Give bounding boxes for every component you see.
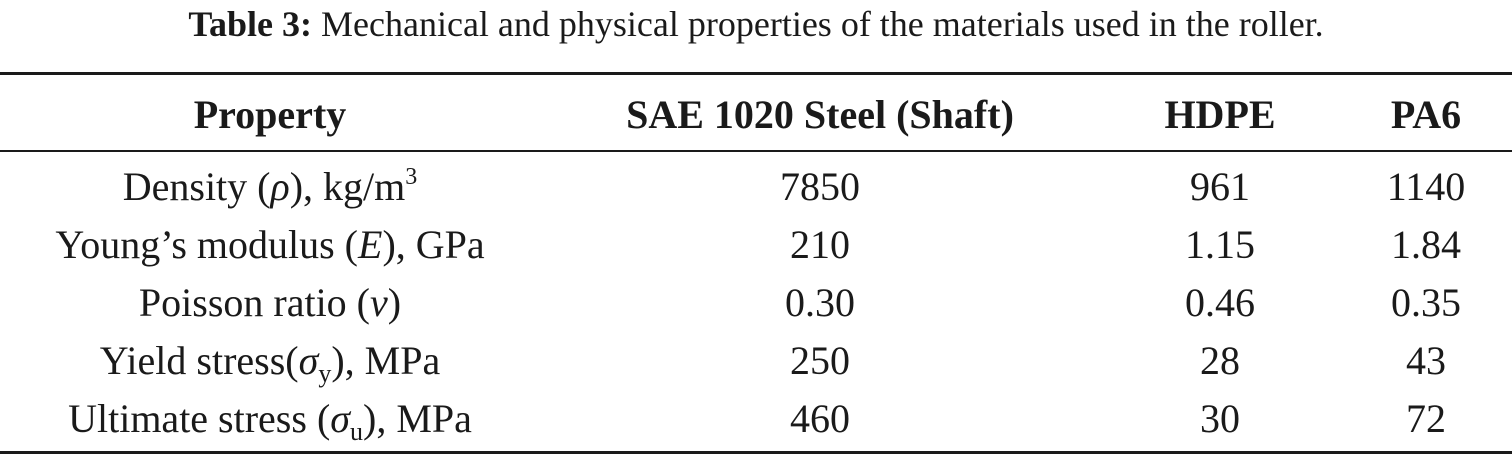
- property-density: Density (ρ), kg/m3: [122, 164, 418, 209]
- value-hdpe: 0.46: [1185, 280, 1255, 325]
- value-pa6: 1140: [1386, 164, 1466, 209]
- property-yield-stress: Yield stress(σy), MPa: [99, 338, 441, 388]
- table-caption: Table 3: Mechanical and physical propert…: [0, 0, 1512, 48]
- header-property: Property: [193, 92, 347, 137]
- value-hdpe: 28: [1200, 338, 1240, 383]
- value-steel: 250: [790, 338, 850, 383]
- value-pa6: 72: [1406, 396, 1446, 441]
- value-hdpe: 961: [1190, 164, 1250, 209]
- value-steel: 0.30: [785, 280, 855, 325]
- value-pa6: 1.84: [1391, 222, 1461, 267]
- table-caption-text: Mechanical and physical properties of th…: [321, 4, 1324, 44]
- property-poisson-ratio: Poisson ratio (ν): [138, 280, 402, 325]
- table-header-rule: [0, 150, 1512, 152]
- header-hdpe: HDPE: [1164, 92, 1276, 137]
- value-steel: 460: [790, 396, 850, 441]
- value-pa6: 0.35: [1391, 280, 1461, 325]
- value-pa6: 43: [1406, 338, 1446, 383]
- header-sae-1020-steel: SAE 1020 Steel (Shaft): [626, 92, 1014, 137]
- table-caption-label: Table 3:: [188, 4, 313, 44]
- table-top-rule: [0, 72, 1512, 75]
- header-pa6: PA6: [1390, 92, 1462, 137]
- table-bottom-rule: [0, 451, 1512, 454]
- value-steel: 7850: [780, 164, 860, 209]
- value-hdpe: 30: [1200, 396, 1240, 441]
- property-youngs-modulus: Young’s modulus (E), GPa: [55, 222, 485, 267]
- property-ultimate-stress: Ultimate stress (σu), MPa: [68, 396, 472, 446]
- value-hdpe: 1.15: [1185, 222, 1255, 267]
- value-steel: 210: [790, 222, 850, 267]
